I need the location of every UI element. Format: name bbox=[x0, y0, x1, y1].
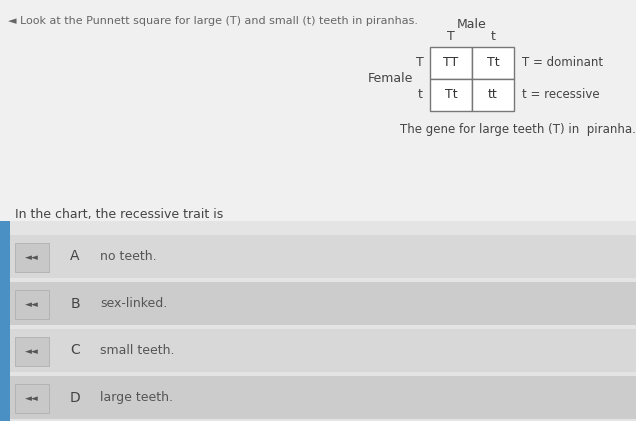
Text: D: D bbox=[69, 391, 80, 405]
Text: small teeth.: small teeth. bbox=[100, 344, 174, 357]
Text: sex-linked.: sex-linked. bbox=[100, 297, 167, 310]
Bar bbox=[430, 79, 472, 111]
Bar bbox=[430, 47, 472, 79]
Bar bbox=[10, 278, 636, 282]
Bar bbox=[10, 231, 636, 235]
Text: ◄◄: ◄◄ bbox=[25, 394, 39, 403]
Bar bbox=[10, 235, 636, 278]
Bar bbox=[0, 221, 10, 421]
Bar bbox=[0, 221, 636, 421]
Bar bbox=[472, 79, 514, 111]
Text: Male: Male bbox=[457, 18, 487, 31]
Text: In the chart, the recessive trait is: In the chart, the recessive trait is bbox=[15, 208, 223, 221]
Text: ◄◄: ◄◄ bbox=[25, 300, 39, 309]
Bar bbox=[10, 329, 636, 372]
Bar bbox=[15, 243, 49, 272]
Bar bbox=[10, 282, 636, 325]
Text: T: T bbox=[416, 56, 424, 69]
Text: B: B bbox=[70, 296, 80, 311]
Text: no teeth.: no teeth. bbox=[100, 250, 156, 263]
Text: The gene for large teeth (T) in  piranha.: The gene for large teeth (T) in piranha. bbox=[400, 123, 636, 136]
Text: tt: tt bbox=[488, 88, 498, 101]
Bar bbox=[0, 0, 636, 226]
Bar bbox=[15, 384, 49, 413]
Text: ◄ Look at the Punnett square for large (T) and small (t) teeth in piranhas.: ◄ Look at the Punnett square for large (… bbox=[8, 16, 418, 26]
Text: A: A bbox=[70, 250, 80, 264]
Bar bbox=[10, 372, 636, 376]
Text: Tt: Tt bbox=[445, 88, 457, 101]
Text: t: t bbox=[418, 88, 422, 101]
Text: large teeth.: large teeth. bbox=[100, 391, 173, 404]
Text: C: C bbox=[70, 344, 80, 357]
Text: T = dominant: T = dominant bbox=[522, 56, 603, 69]
Text: Tt: Tt bbox=[487, 56, 499, 69]
Bar bbox=[472, 47, 514, 79]
Text: Female: Female bbox=[368, 72, 413, 85]
Bar bbox=[15, 290, 49, 319]
Bar bbox=[15, 337, 49, 366]
Text: ◄◄: ◄◄ bbox=[25, 253, 39, 262]
Bar bbox=[10, 325, 636, 329]
Bar bbox=[10, 376, 636, 419]
Text: T: T bbox=[447, 30, 455, 43]
Text: TT: TT bbox=[443, 56, 459, 69]
Text: ◄◄: ◄◄ bbox=[25, 347, 39, 356]
Text: t = recessive: t = recessive bbox=[522, 88, 600, 101]
Text: t: t bbox=[490, 30, 495, 43]
